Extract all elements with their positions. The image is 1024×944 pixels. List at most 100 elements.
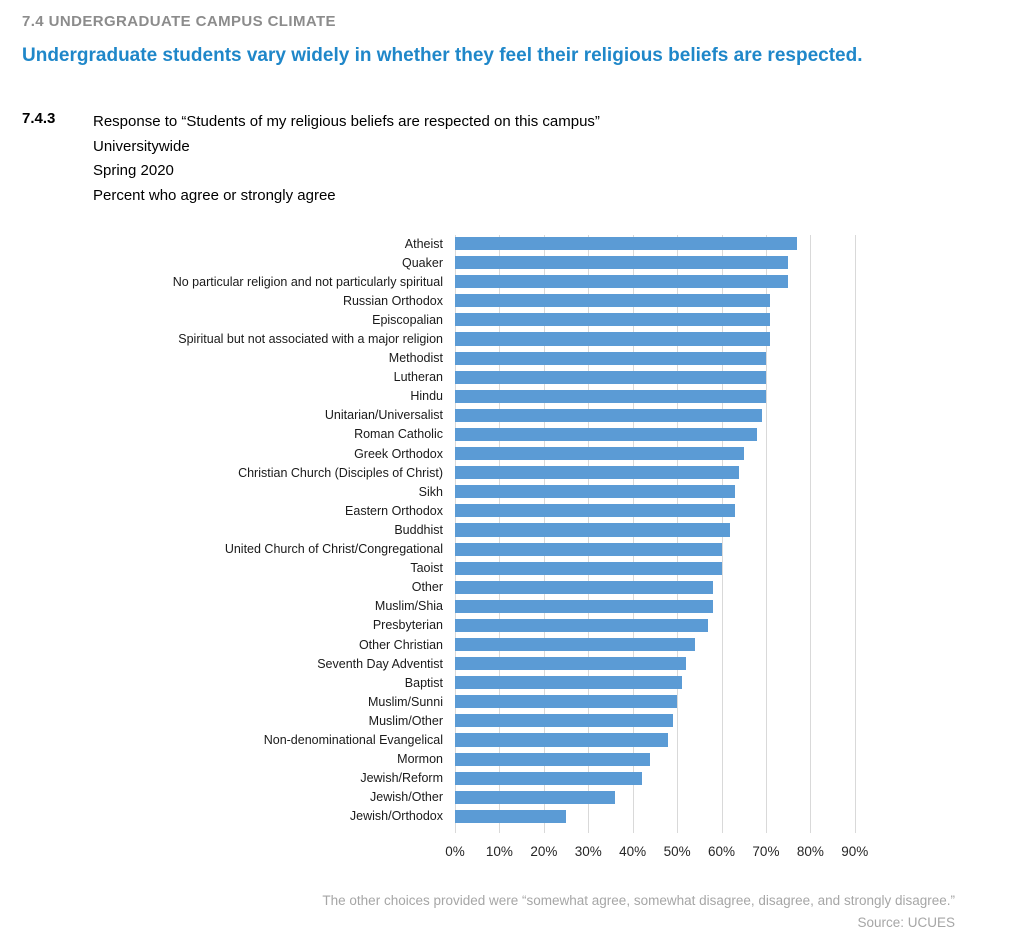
bar-row: Jewish/Other — [0, 788, 878, 807]
bar — [455, 408, 762, 422]
bar-track — [455, 272, 877, 291]
bar-track — [455, 559, 877, 578]
figure-caption: Response to “Students of my religious be… — [93, 110, 600, 208]
bar — [455, 733, 669, 747]
bar-label: United Church of Christ/Congregational — [224, 542, 443, 557]
bar-track — [455, 234, 877, 253]
bar-label: Lutheran — [393, 370, 443, 385]
bar — [455, 447, 744, 461]
chart-rows: Atheist Quaker No particular religion and … — [0, 234, 878, 826]
bar — [455, 695, 678, 709]
x-axis-tick-label: 80% — [796, 844, 824, 859]
bar-label: Presbyterian — [372, 618, 443, 633]
gridline — [765, 235, 767, 833]
bar-track — [455, 711, 877, 730]
bar-track — [455, 291, 877, 310]
bar — [455, 237, 798, 251]
bar-label: Seventh Day Adventist — [317, 656, 443, 671]
source-line: Source: UCUES — [857, 915, 955, 930]
bar-label: Non-denominational Evangelical — [263, 732, 443, 747]
bar-label: Mormon — [397, 752, 443, 767]
bar-track — [455, 616, 877, 635]
bar — [455, 790, 615, 804]
bar-track — [455, 750, 877, 769]
bar — [455, 389, 766, 403]
bar-label: Other Christian — [358, 637, 443, 652]
bar-track — [455, 635, 877, 654]
bar-row: Muslim/Sunni — [0, 692, 878, 711]
bar — [455, 542, 722, 556]
bar-track — [455, 788, 877, 807]
bar — [455, 580, 713, 594]
bar-row: Russian Orthodox — [0, 291, 878, 310]
bar-row: Christian Church (Disciples of Christ) — [0, 463, 878, 482]
bar — [455, 294, 771, 308]
bar-track — [455, 540, 877, 559]
bar-chart: Atheist Quaker No particular religion and … — [0, 234, 878, 884]
bar — [455, 657, 686, 671]
bar — [455, 523, 731, 537]
bar — [455, 504, 735, 518]
figure-caption-line-4: Percent who agree or strongly agree — [93, 186, 336, 204]
bar-track — [455, 520, 877, 539]
bar-row: Taoist — [0, 559, 878, 578]
bar-label: Eastern Orthodox — [345, 503, 443, 518]
figure-number: 7.4.3 — [22, 110, 56, 127]
bar-label: Episcopalian — [372, 312, 443, 327]
bar-track — [455, 310, 877, 329]
bar-row: Hindu — [0, 387, 878, 406]
bar-row: Mormon — [0, 750, 878, 769]
bar-label: Buddhist — [394, 522, 443, 537]
bar-label: Jewish/Reform — [360, 771, 443, 786]
bar-label: Muslim/Other — [368, 713, 443, 728]
page-headline: Undergraduate students vary widely in wh… — [22, 45, 863, 66]
bar-track — [455, 692, 877, 711]
bar-label: Atheist — [404, 236, 443, 251]
x-axis-tick-label: 70% — [752, 844, 780, 859]
bar — [455, 771, 642, 785]
bar-row: Atheist — [0, 234, 878, 253]
bar-label: Russian Orthodox — [342, 293, 443, 308]
bar — [455, 618, 709, 632]
bar-track — [455, 463, 877, 482]
bar-row: Jewish/Reform — [0, 769, 878, 788]
bar-label: Methodist — [388, 351, 443, 366]
bar-row: Seventh Day Adventist — [0, 654, 878, 673]
bar-row: Eastern Orthodox — [0, 501, 878, 520]
bar-label: Christian Church (Disciples of Christ) — [238, 465, 443, 480]
bar-label: Hindu — [410, 389, 443, 404]
bar — [455, 714, 673, 728]
bar-track — [455, 329, 877, 348]
bar-track — [455, 501, 877, 520]
bar-label: Sikh — [418, 484, 443, 499]
bar — [455, 485, 735, 499]
bar-row: No particular religion and not particula… — [0, 272, 878, 291]
bar-label: Spiritual but not associated with a majo… — [178, 332, 443, 347]
bar-row: Muslim/Other — [0, 711, 878, 730]
bar — [455, 427, 758, 442]
bar-track — [455, 444, 877, 463]
bar — [455, 313, 771, 327]
bar — [455, 256, 789, 270]
x-axis-tick-label: 40% — [619, 844, 647, 859]
bar-row: Other — [0, 578, 878, 597]
figure-caption-line-1: Response to “Students of my religious be… — [93, 113, 600, 130]
bar-track — [455, 387, 877, 406]
bar-row: Roman Catholic — [0, 425, 878, 444]
bar-row: Non-denominational Evangelical — [0, 730, 878, 749]
bar — [455, 809, 567, 823]
bar — [455, 599, 713, 613]
bar — [455, 275, 789, 289]
bar-row: Jewish/Orthodox — [0, 807, 878, 826]
section-label: 7.4 UNDERGRADUATE CAMPUS CLIMATE — [22, 13, 336, 30]
figure-caption-line-3: Spring 2020 — [93, 162, 174, 179]
bar — [455, 332, 771, 346]
bar-track — [455, 482, 877, 501]
bar-label: Greek Orthodox — [354, 446, 443, 461]
x-axis-tick-label: 20% — [530, 844, 558, 859]
bar — [455, 351, 766, 365]
bar-row: Spiritual but not associated with a majo… — [0, 329, 878, 348]
bar-row: Other Christian — [0, 635, 878, 654]
bar-label: No particular religion and not particula… — [172, 274, 443, 289]
bar-track — [455, 349, 877, 368]
